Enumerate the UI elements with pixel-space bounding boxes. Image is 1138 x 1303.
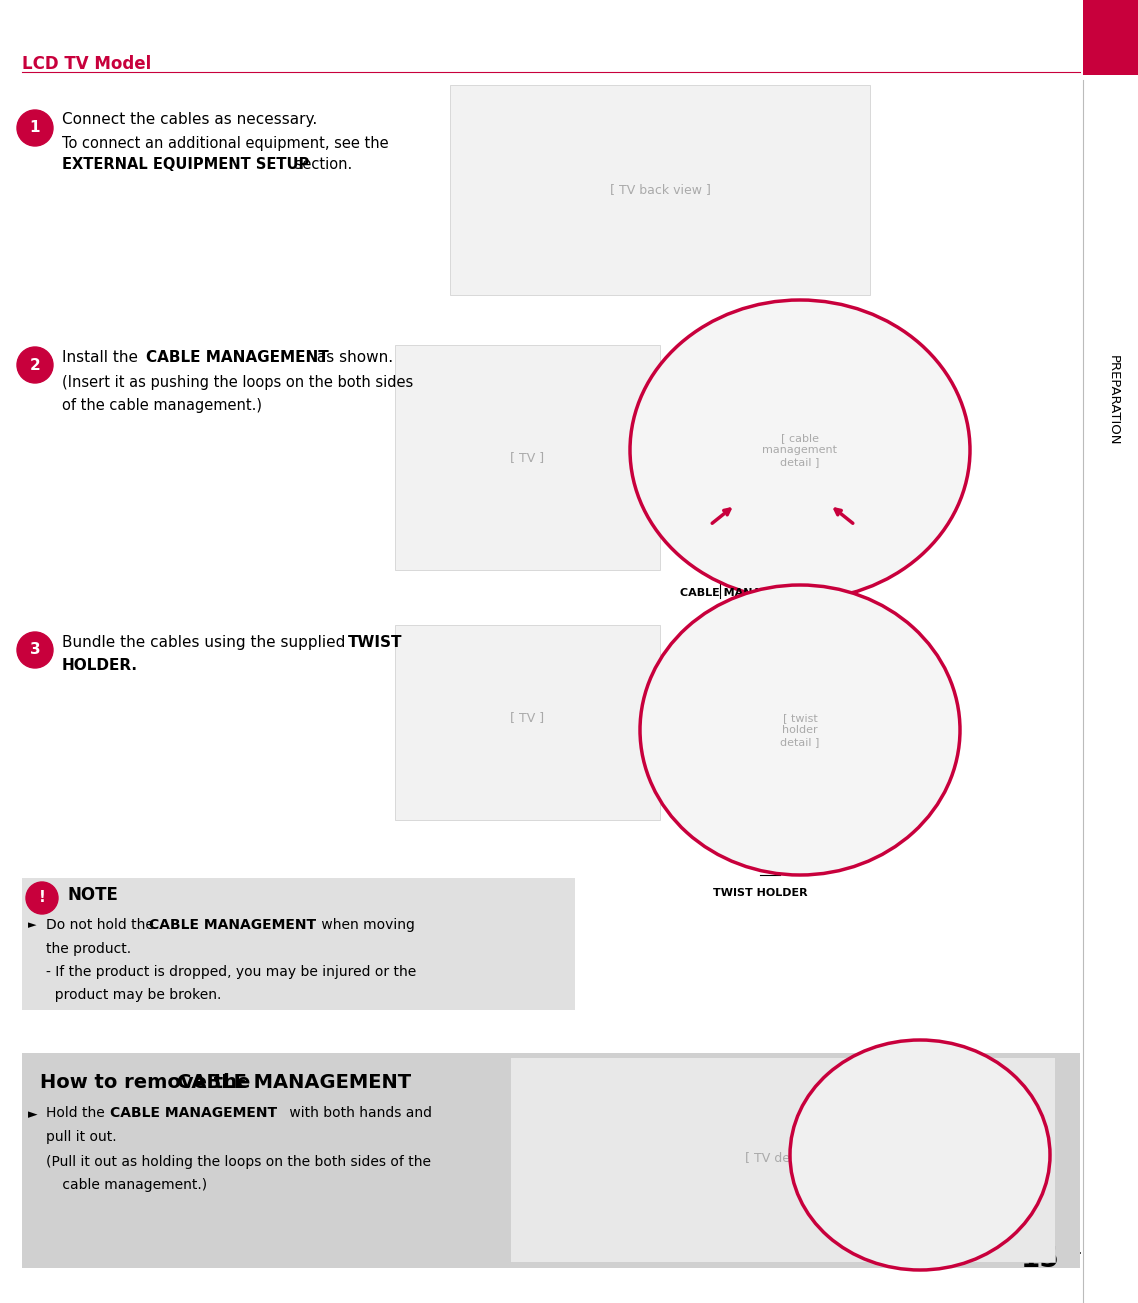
Text: HOLDER.: HOLDER. (61, 658, 138, 674)
FancyBboxPatch shape (395, 345, 660, 569)
Text: pull it out.: pull it out. (46, 1130, 116, 1144)
Text: [ cable
management
detail ]: [ cable management detail ] (762, 434, 838, 466)
Text: when moving: when moving (318, 919, 415, 932)
Text: CABLE MANAGEMENT: CABLE MANAGEMENT (149, 919, 316, 932)
Text: of the cable management.): of the cable management.) (61, 397, 262, 413)
Text: PREPARATION: PREPARATION (1106, 354, 1120, 446)
Text: with both hands and: with both hands and (284, 1106, 432, 1121)
Circle shape (17, 632, 53, 668)
Circle shape (26, 882, 58, 913)
Text: TWIST: TWIST (348, 635, 403, 650)
Text: [ twist
holder
detail ]: [ twist holder detail ] (781, 714, 819, 747)
Text: as shown.: as shown. (312, 351, 393, 365)
Text: [ TV detail ]: [ TV detail ] (745, 1152, 818, 1165)
Text: How to remove the: How to remove the (40, 1072, 257, 1092)
Text: CABLE MANAGEMENT: CABLE MANAGEMENT (110, 1106, 278, 1121)
Text: Bundle the cables using the supplied: Bundle the cables using the supplied (61, 635, 351, 650)
Text: section.: section. (290, 156, 353, 172)
Text: 1: 1 (30, 120, 40, 136)
Text: NOTE: NOTE (68, 886, 118, 904)
Text: [ remove
detail ]: [ remove detail ] (894, 1144, 946, 1166)
Text: (Pull it out as holding the loops on the both sides of the: (Pull it out as holding the loops on the… (46, 1154, 431, 1169)
Text: ►: ► (28, 1108, 38, 1121)
Text: product may be broken.: product may be broken. (46, 988, 222, 1002)
Text: [ TV ]: [ TV ] (510, 711, 544, 724)
Circle shape (17, 109, 53, 146)
Text: CABLE MANAGEMENT: CABLE MANAGEMENT (178, 1072, 411, 1092)
Text: (Insert it as pushing the loops on the both sides: (Insert it as pushing the loops on the b… (61, 375, 413, 390)
Text: Hold the: Hold the (46, 1106, 109, 1121)
Ellipse shape (630, 300, 970, 599)
Text: To connect an additional equipment, see the: To connect an additional equipment, see … (61, 136, 388, 151)
Text: Connect the cables as necessary.: Connect the cables as necessary. (61, 112, 318, 126)
FancyBboxPatch shape (22, 1053, 1080, 1268)
Text: LCD TV Model: LCD TV Model (22, 55, 151, 73)
Text: the product.: the product. (46, 942, 131, 956)
Text: [ TV back view ]: [ TV back view ] (610, 184, 710, 197)
Text: ►: ► (28, 920, 36, 930)
Text: !: ! (39, 890, 46, 906)
Text: cable management.): cable management.) (58, 1178, 207, 1192)
Text: Do not hold the: Do not hold the (46, 919, 158, 932)
Text: [ TV ]: [ TV ] (510, 452, 544, 464)
Text: CABLE MANAGEMENT: CABLE MANAGEMENT (146, 351, 329, 365)
Text: Install the: Install the (61, 351, 143, 365)
Text: CABLE MANAGEMENT: CABLE MANAGEMENT (681, 588, 814, 598)
FancyBboxPatch shape (22, 878, 575, 1010)
Ellipse shape (640, 585, 960, 876)
Text: TWIST HOLDER: TWIST HOLDER (712, 889, 807, 898)
FancyBboxPatch shape (1083, 0, 1138, 76)
Text: 15: 15 (1021, 1244, 1059, 1273)
FancyBboxPatch shape (395, 625, 660, 820)
Text: EXTERNAL EQUIPMENT SETUP: EXTERNAL EQUIPMENT SETUP (61, 156, 310, 172)
Text: 2: 2 (30, 357, 40, 373)
Text: 3: 3 (30, 642, 40, 658)
Circle shape (17, 347, 53, 383)
Ellipse shape (790, 1040, 1050, 1270)
Text: - If the product is dropped, you may be injured or the: - If the product is dropped, you may be … (46, 966, 417, 979)
FancyBboxPatch shape (450, 85, 869, 294)
FancyBboxPatch shape (510, 1057, 1055, 1263)
